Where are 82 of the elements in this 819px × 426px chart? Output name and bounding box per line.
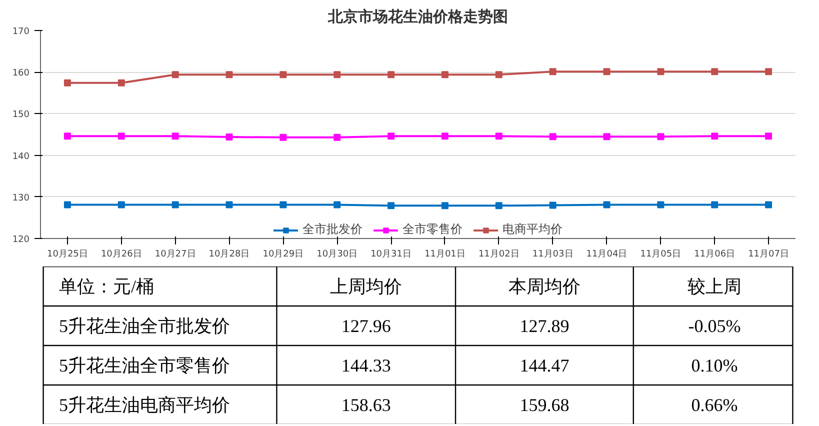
point [549,133,556,140]
x-tick-label: 11月05日 [640,250,682,260]
x-tick-label: 11月02日 [478,250,520,260]
point [603,133,610,140]
point [441,71,448,78]
point [334,71,341,78]
y-tick-label: 150 [12,110,30,120]
x-tick-label: 10月25日 [47,250,88,260]
point [280,201,287,208]
point [765,132,772,140]
text: 本周均价 [508,276,580,296]
point [226,201,233,208]
point [226,71,233,78]
point [388,71,395,78]
point [711,201,718,208]
point [280,134,287,141]
text: 上周均价 [330,276,402,296]
point [226,133,233,140]
x-tick-label: 11月03日 [532,250,574,260]
point [172,132,179,140]
x-tick-label: 10月31日 [370,250,412,260]
point [657,68,664,76]
point [441,132,448,140]
x-tick-label: 11月04日 [586,250,628,260]
text: 单位：元/桶 [59,276,154,296]
text: 0.10% [691,355,738,376]
point [657,133,664,140]
text: 144.33 [341,355,391,376]
point [765,68,772,76]
x-tick-label: 10月29日 [262,250,304,260]
text: 5升花生油全市零售价 [59,355,230,376]
point [549,202,556,209]
point [118,79,125,86]
point [657,201,664,208]
y-tick-label: 160 [12,68,30,79]
point [280,71,287,78]
y-tick-label: 130 [12,193,30,204]
text: -0.05% [688,316,741,336]
point [334,134,341,141]
point [172,71,179,78]
x-tick-label: 11月06日 [694,250,736,260]
point [64,79,71,86]
point [441,202,448,210]
x-tick-label: 11月01日 [424,250,466,260]
point [388,202,395,210]
point [549,68,556,76]
text: 144.47 [520,355,570,376]
text: 5升花生油电商平均价 [59,394,230,415]
text: 0.66% [691,394,738,415]
legend-label: 电商平均价 [502,221,562,238]
x-tick-label: 10月28日 [208,250,250,260]
text: 158.63 [341,394,391,415]
point [118,132,125,140]
point [495,71,502,78]
point [118,201,125,208]
point [64,201,71,208]
point [711,68,718,76]
x-tick-label: 10月30日 [316,250,358,260]
text: 127.89 [520,316,570,336]
x-tick-label: 10月26日 [100,250,142,260]
chart-title: 北京市场花生油价格走势图 [327,8,508,26]
text: 159.68 [520,394,570,415]
point [64,132,71,140]
point [388,132,395,140]
point [495,132,502,140]
point [603,68,610,76]
text: 5升花生油全市批发价 [59,316,230,336]
point [334,201,341,208]
text: 较上周 [687,276,742,296]
point [172,201,179,208]
legend-label: 全市零售价 [402,221,462,238]
point [765,201,772,208]
text: 127.96 [341,316,391,336]
point [711,132,718,140]
x-tick-label: 10月27日 [154,250,196,260]
point [495,202,502,210]
y-tick-label: 170 [12,27,30,37]
legend-label: 全市批发价 [302,221,362,238]
point [603,201,610,208]
x-tick-label: 11月07日 [748,250,789,260]
y-tick-label: 140 [12,152,30,162]
y-tick-label: 120 [12,235,30,245]
